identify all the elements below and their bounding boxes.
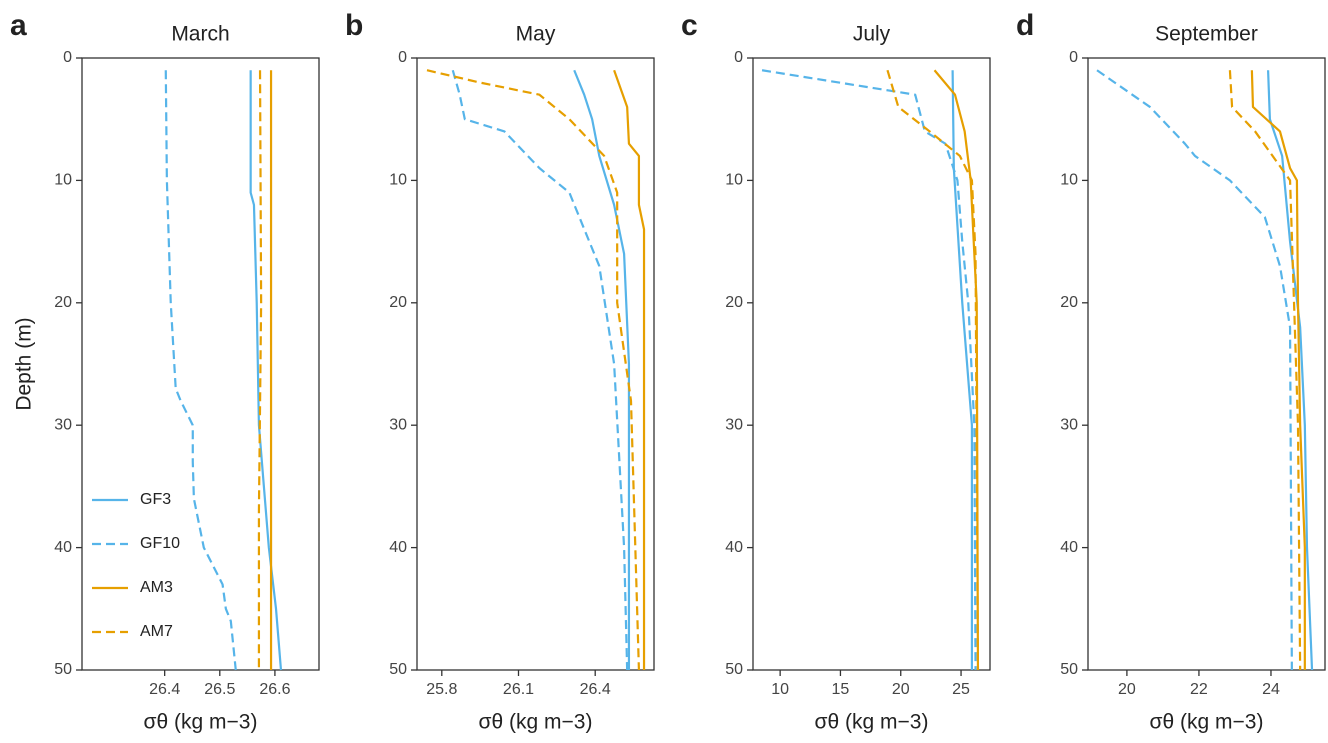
y-tick-label: 50 bbox=[54, 661, 72, 678]
x-tick-label: 24 bbox=[1262, 681, 1280, 698]
y-tick-label: 40 bbox=[725, 539, 743, 556]
x-tick-label: 20 bbox=[1118, 681, 1136, 698]
y-tick-label: 0 bbox=[1069, 49, 1078, 66]
panel-title: July bbox=[853, 23, 891, 46]
y-tick-label: 30 bbox=[725, 416, 743, 433]
x-tick-label: 15 bbox=[832, 681, 850, 698]
profile-line bbox=[761, 69, 977, 671]
panel-title: March bbox=[171, 23, 229, 46]
profile-line bbox=[257, 70, 263, 670]
profile-line bbox=[451, 69, 629, 671]
panel-label: a bbox=[10, 9, 27, 42]
profile-line bbox=[1096, 69, 1293, 671]
x-axis-label: σθ (kg m−3) bbox=[144, 711, 258, 734]
y-tick-label: 10 bbox=[54, 172, 72, 189]
x-tick-label: 26.6 bbox=[259, 681, 290, 698]
y-tick-label: 30 bbox=[389, 416, 407, 433]
y-tick-label: 10 bbox=[725, 172, 743, 189]
y-tick-label: 50 bbox=[725, 661, 743, 678]
panel-title: May bbox=[516, 23, 556, 46]
profile-line bbox=[426, 69, 641, 671]
legend-label: GF3 bbox=[140, 491, 171, 508]
x-tick-label: 26.5 bbox=[204, 681, 235, 698]
y-tick-label: 10 bbox=[389, 172, 407, 189]
y-tick-label: 30 bbox=[54, 416, 72, 433]
panel-label: b bbox=[345, 9, 363, 42]
x-axis-label: σθ (kg m−3) bbox=[815, 711, 929, 734]
legend-label: AM3 bbox=[140, 579, 173, 596]
x-tick-label: 25 bbox=[952, 681, 970, 698]
x-tick-label: 22 bbox=[1190, 681, 1208, 698]
y-tick-label: 0 bbox=[734, 49, 743, 66]
x-axis-label: σθ (kg m−3) bbox=[479, 711, 593, 734]
profile-line bbox=[249, 70, 283, 671]
y-axis-label: Depth (m) bbox=[13, 317, 36, 410]
y-tick-label: 50 bbox=[389, 661, 407, 678]
x-axis-label: σθ (kg m−3) bbox=[1150, 711, 1264, 734]
y-tick-label: 0 bbox=[398, 49, 407, 66]
profile-line bbox=[573, 69, 631, 670]
legend-label: AM7 bbox=[140, 623, 173, 640]
panel-title: September bbox=[1155, 23, 1258, 46]
profile-line bbox=[951, 70, 974, 670]
x-tick-label: 26.4 bbox=[149, 681, 180, 698]
x-tick-label: 20 bbox=[892, 681, 910, 698]
profile-line bbox=[613, 69, 646, 670]
y-tick-label: 40 bbox=[389, 539, 407, 556]
y-tick-label: 20 bbox=[725, 294, 743, 311]
y-tick-label: 20 bbox=[389, 294, 407, 311]
profile-line bbox=[1250, 70, 1306, 670]
x-tick-label: 10 bbox=[771, 681, 789, 698]
x-tick-label: 25.8 bbox=[426, 681, 457, 698]
y-tick-label: 40 bbox=[1060, 539, 1078, 556]
profile-line bbox=[1228, 70, 1302, 671]
y-tick-label: 0 bbox=[63, 49, 72, 66]
y-tick-label: 50 bbox=[1060, 661, 1078, 678]
panel-label: c bbox=[681, 9, 698, 42]
y-tick-label: 20 bbox=[54, 294, 72, 311]
y-tick-label: 30 bbox=[1060, 416, 1078, 433]
y-tick-label: 10 bbox=[1060, 172, 1078, 189]
plot-frame bbox=[752, 57, 991, 671]
profile-line bbox=[886, 69, 980, 671]
legend-label: GF10 bbox=[140, 535, 180, 552]
panel-label: d bbox=[1016, 9, 1034, 42]
x-tick-label: 26.4 bbox=[580, 681, 611, 698]
plot-frame bbox=[416, 57, 655, 671]
x-tick-label: 26.1 bbox=[503, 681, 534, 698]
y-tick-label: 20 bbox=[1060, 294, 1078, 311]
plot-frame bbox=[81, 57, 320, 671]
y-tick-label: 40 bbox=[54, 539, 72, 556]
plot-frame bbox=[1087, 57, 1326, 671]
profile-line bbox=[164, 70, 237, 671]
